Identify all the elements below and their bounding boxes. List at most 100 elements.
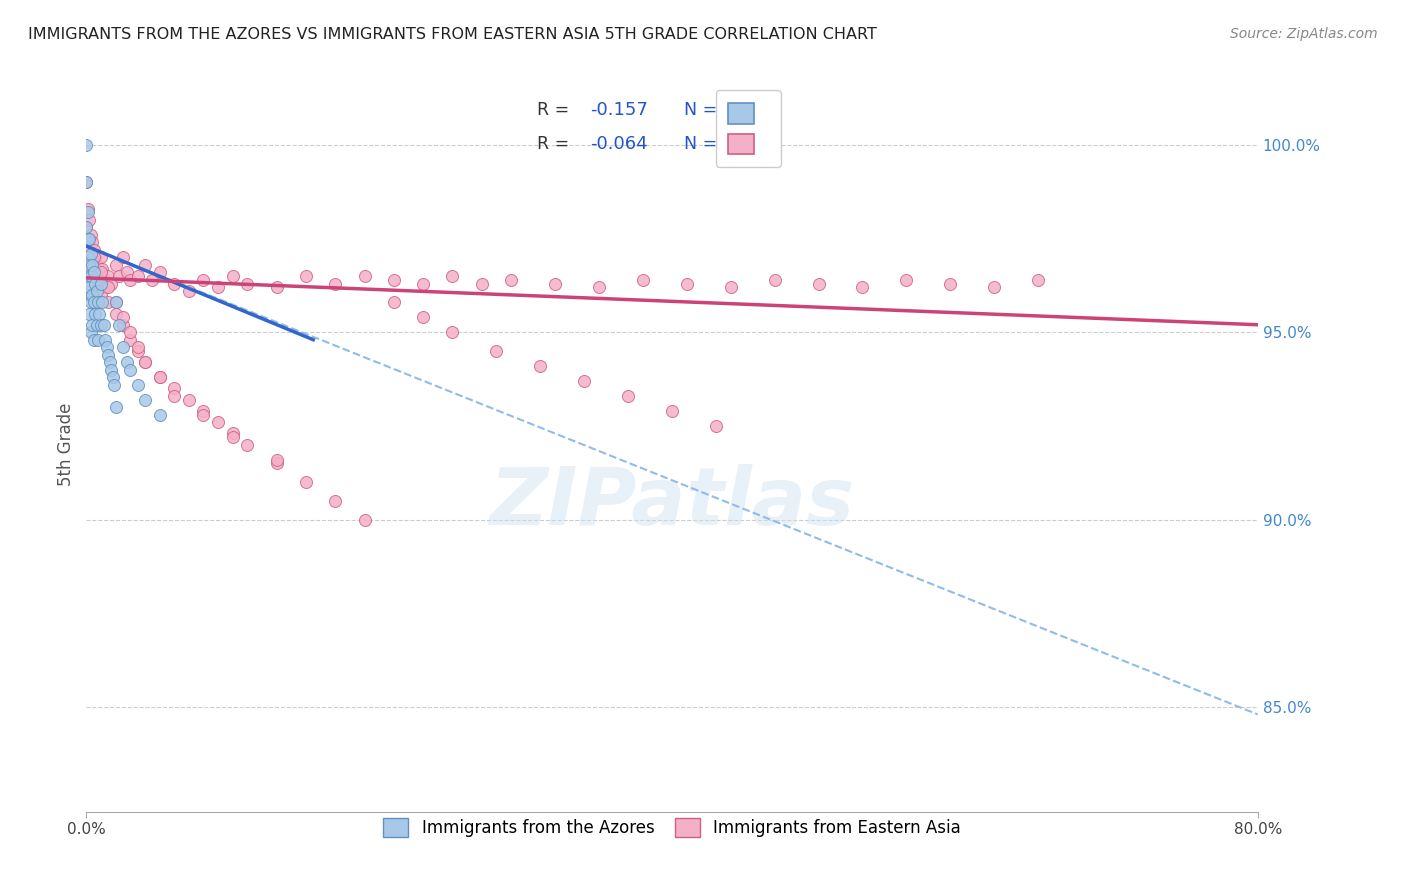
Text: -0.064: -0.064 <box>591 135 648 153</box>
Point <box>101 370 124 384</box>
Point <box>84 295 107 310</box>
Point <box>222 268 245 283</box>
Point <box>207 280 229 294</box>
Point <box>91 261 114 276</box>
Point <box>661 404 683 418</box>
Point <box>983 280 1005 294</box>
Point <box>574 374 596 388</box>
Point <box>704 418 727 433</box>
Point <box>193 273 215 287</box>
Point <box>79 246 101 260</box>
Point <box>207 415 229 429</box>
Point <box>76 250 98 264</box>
Point <box>84 277 107 291</box>
Point <box>631 273 654 287</box>
Point <box>939 277 962 291</box>
Point <box>93 273 115 287</box>
Point <box>111 318 134 332</box>
Point <box>77 258 100 272</box>
Point <box>141 273 163 287</box>
Point <box>353 513 375 527</box>
Legend: Immigrants from the Azores, Immigrants from Eastern Asia: Immigrants from the Azores, Immigrants f… <box>377 812 967 844</box>
Point <box>82 318 104 332</box>
Point <box>675 277 697 291</box>
Point <box>127 268 149 283</box>
Point <box>87 295 110 310</box>
Point <box>117 355 139 369</box>
Point <box>77 280 100 294</box>
Point <box>97 268 120 283</box>
Text: R =: R = <box>537 101 575 119</box>
Point <box>177 392 200 407</box>
Point <box>1026 273 1049 287</box>
Point <box>100 362 122 376</box>
Point <box>851 280 873 294</box>
Point <box>90 265 112 279</box>
Point <box>79 227 101 242</box>
Point <box>90 277 112 291</box>
Text: N = 49: N = 49 <box>683 101 745 119</box>
Point <box>89 280 111 294</box>
Point <box>441 268 464 283</box>
Point <box>75 175 97 189</box>
Point <box>120 362 142 376</box>
Point <box>127 340 149 354</box>
Point <box>529 359 551 373</box>
Point <box>104 258 127 272</box>
Point <box>83 287 105 301</box>
Point <box>807 277 830 291</box>
Point <box>76 231 98 245</box>
Point <box>107 318 129 332</box>
Point <box>98 355 121 369</box>
Point <box>87 333 110 347</box>
Point <box>323 277 346 291</box>
Point <box>75 220 97 235</box>
Point <box>82 280 104 294</box>
Text: ZIPatlas: ZIPatlas <box>489 465 855 542</box>
Point <box>75 137 97 152</box>
Point <box>382 273 405 287</box>
Point <box>91 295 114 310</box>
Point <box>94 333 117 347</box>
Point <box>84 250 107 264</box>
Point <box>75 175 97 189</box>
Point <box>104 306 127 320</box>
Point <box>100 277 122 291</box>
Point <box>93 318 115 332</box>
Point <box>83 333 105 347</box>
Point <box>86 284 108 298</box>
Point <box>111 310 134 325</box>
Point <box>84 306 107 320</box>
Point <box>75 220 97 235</box>
Point <box>177 284 200 298</box>
Point <box>896 273 918 287</box>
Point <box>79 268 101 283</box>
Point <box>266 452 288 467</box>
Point <box>485 343 508 358</box>
Point <box>82 287 104 301</box>
Point <box>236 437 259 451</box>
Point <box>412 277 434 291</box>
Point <box>76 202 98 216</box>
Point <box>148 408 170 422</box>
Point <box>97 295 120 310</box>
Point <box>82 235 104 250</box>
Point <box>86 258 108 272</box>
Point <box>82 258 104 272</box>
Point <box>77 258 100 272</box>
Point <box>83 243 105 257</box>
Point <box>83 265 105 279</box>
Point <box>544 277 567 291</box>
Point <box>94 280 117 294</box>
Point <box>90 250 112 264</box>
Text: N = 99: N = 99 <box>683 135 745 153</box>
Point <box>111 250 134 264</box>
Point <box>148 370 170 384</box>
Point <box>134 355 156 369</box>
Point <box>193 408 215 422</box>
Point <box>127 377 149 392</box>
Point <box>76 243 98 257</box>
Point <box>148 370 170 384</box>
Point <box>471 277 494 291</box>
Point <box>353 268 375 283</box>
